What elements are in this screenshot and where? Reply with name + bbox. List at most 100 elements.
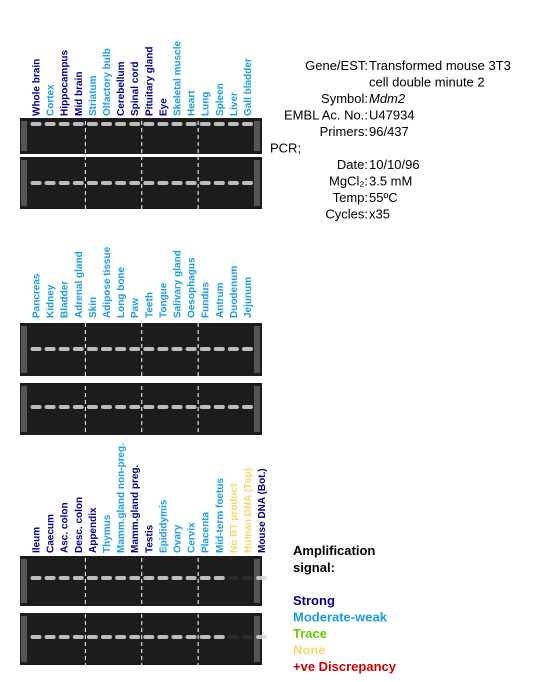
- lane-label: No RT product: [229, 483, 240, 553]
- lane-label: Kidney: [46, 284, 57, 318]
- legend-item: +ve Discrepancy: [293, 659, 397, 674]
- gel: [20, 383, 262, 435]
- lane-label: Fundus: [201, 281, 212, 318]
- band: [44, 122, 56, 126]
- band: [86, 122, 98, 126]
- band: [143, 122, 155, 126]
- info-label: Primers:: [320, 124, 368, 139]
- band: [44, 405, 56, 409]
- lane-label: Mamm.gland preg.: [130, 464, 141, 553]
- lane-label: Long bone: [116, 266, 127, 318]
- band: [129, 347, 141, 351]
- info-label: EMBL Ac. No.:: [284, 108, 368, 123]
- gel: [20, 613, 262, 665]
- band: [199, 405, 211, 409]
- lane-label: Mamm.gland non-preg.: [116, 443, 127, 553]
- band: [30, 576, 42, 580]
- band: [101, 122, 112, 126]
- band: [256, 635, 268, 639]
- info-value: Mdm2: [369, 91, 406, 106]
- band: [171, 347, 183, 351]
- band: [72, 122, 84, 126]
- lane-label: Duodenum: [229, 266, 240, 318]
- band: [185, 405, 197, 409]
- lane-label: Tongue: [158, 282, 169, 318]
- ladder: [254, 559, 260, 603]
- band: [129, 635, 141, 639]
- band: [157, 405, 169, 409]
- info-value: 55ºC: [369, 190, 398, 205]
- gel: [20, 556, 262, 606]
- band: [157, 635, 169, 639]
- band: [143, 181, 155, 185]
- band: [185, 576, 197, 580]
- info-value: U47934: [369, 108, 415, 123]
- ladder: [254, 121, 260, 151]
- lane-label: Heart: [187, 90, 198, 116]
- lane-label: Oesophagus: [187, 257, 198, 318]
- band: [199, 347, 211, 351]
- band: [129, 405, 141, 409]
- lane-label: Bladder: [60, 281, 71, 318]
- info-value: Transformed mouse 3T3: [369, 58, 511, 73]
- band: [242, 405, 253, 409]
- band: [101, 576, 112, 580]
- lane-label: Eye: [158, 98, 169, 116]
- lane-label: Spinal cord: [130, 62, 141, 116]
- band: [227, 635, 239, 639]
- band: [242, 122, 253, 126]
- band: [143, 405, 155, 409]
- lane-label: Testis: [144, 524, 155, 553]
- band: [115, 122, 127, 126]
- info-label: Cycles:: [325, 207, 368, 222]
- band: [242, 635, 253, 639]
- band: [256, 576, 268, 580]
- band: [171, 122, 183, 126]
- lane-label: Cervix: [187, 522, 198, 553]
- lane-label: Whole brain: [32, 59, 43, 116]
- band: [30, 405, 42, 409]
- band: [143, 576, 155, 580]
- info-label: MgCl₂:: [329, 174, 368, 189]
- band: [58, 122, 70, 126]
- legend-title: signal:: [293, 560, 335, 575]
- ladder: [21, 160, 27, 206]
- lane-label: Lung: [201, 92, 212, 116]
- lane-label: Thymus: [102, 514, 113, 553]
- band: [157, 576, 169, 580]
- info-label: Temp:: [333, 190, 368, 205]
- band: [185, 635, 197, 639]
- lane-label: Cortex: [46, 84, 57, 116]
- band: [30, 635, 42, 639]
- lane-label: Gall bladder: [243, 58, 254, 116]
- band: [30, 122, 42, 126]
- lane-label: Mid brain: [74, 72, 85, 116]
- band: [171, 405, 183, 409]
- lane-label: Teeth: [144, 292, 155, 318]
- band: [185, 181, 197, 185]
- band: [58, 576, 70, 580]
- lane-label: Skin: [88, 297, 99, 318]
- band: [115, 347, 127, 351]
- band: [86, 576, 98, 580]
- lane-label: Pituitary gland: [144, 47, 155, 116]
- band: [227, 405, 239, 409]
- band: [44, 635, 56, 639]
- legend-title: Amplification: [293, 543, 375, 558]
- band: [213, 347, 225, 351]
- ladder: [21, 121, 27, 151]
- info-value: cell double minute 2: [369, 75, 485, 90]
- ladder: [254, 386, 260, 432]
- lane-label: Placenta: [201, 511, 212, 553]
- band: [101, 405, 112, 409]
- info-label: Date:: [337, 157, 368, 172]
- band: [86, 347, 98, 351]
- lane-label: Appendix: [88, 507, 99, 553]
- lane-label: Olfactory bulb: [102, 48, 113, 116]
- lane-label: Hippocampus: [60, 49, 71, 116]
- band: [44, 576, 56, 580]
- lane-label: Cerebellum: [116, 61, 127, 116]
- band: [72, 405, 84, 409]
- band: [101, 635, 112, 639]
